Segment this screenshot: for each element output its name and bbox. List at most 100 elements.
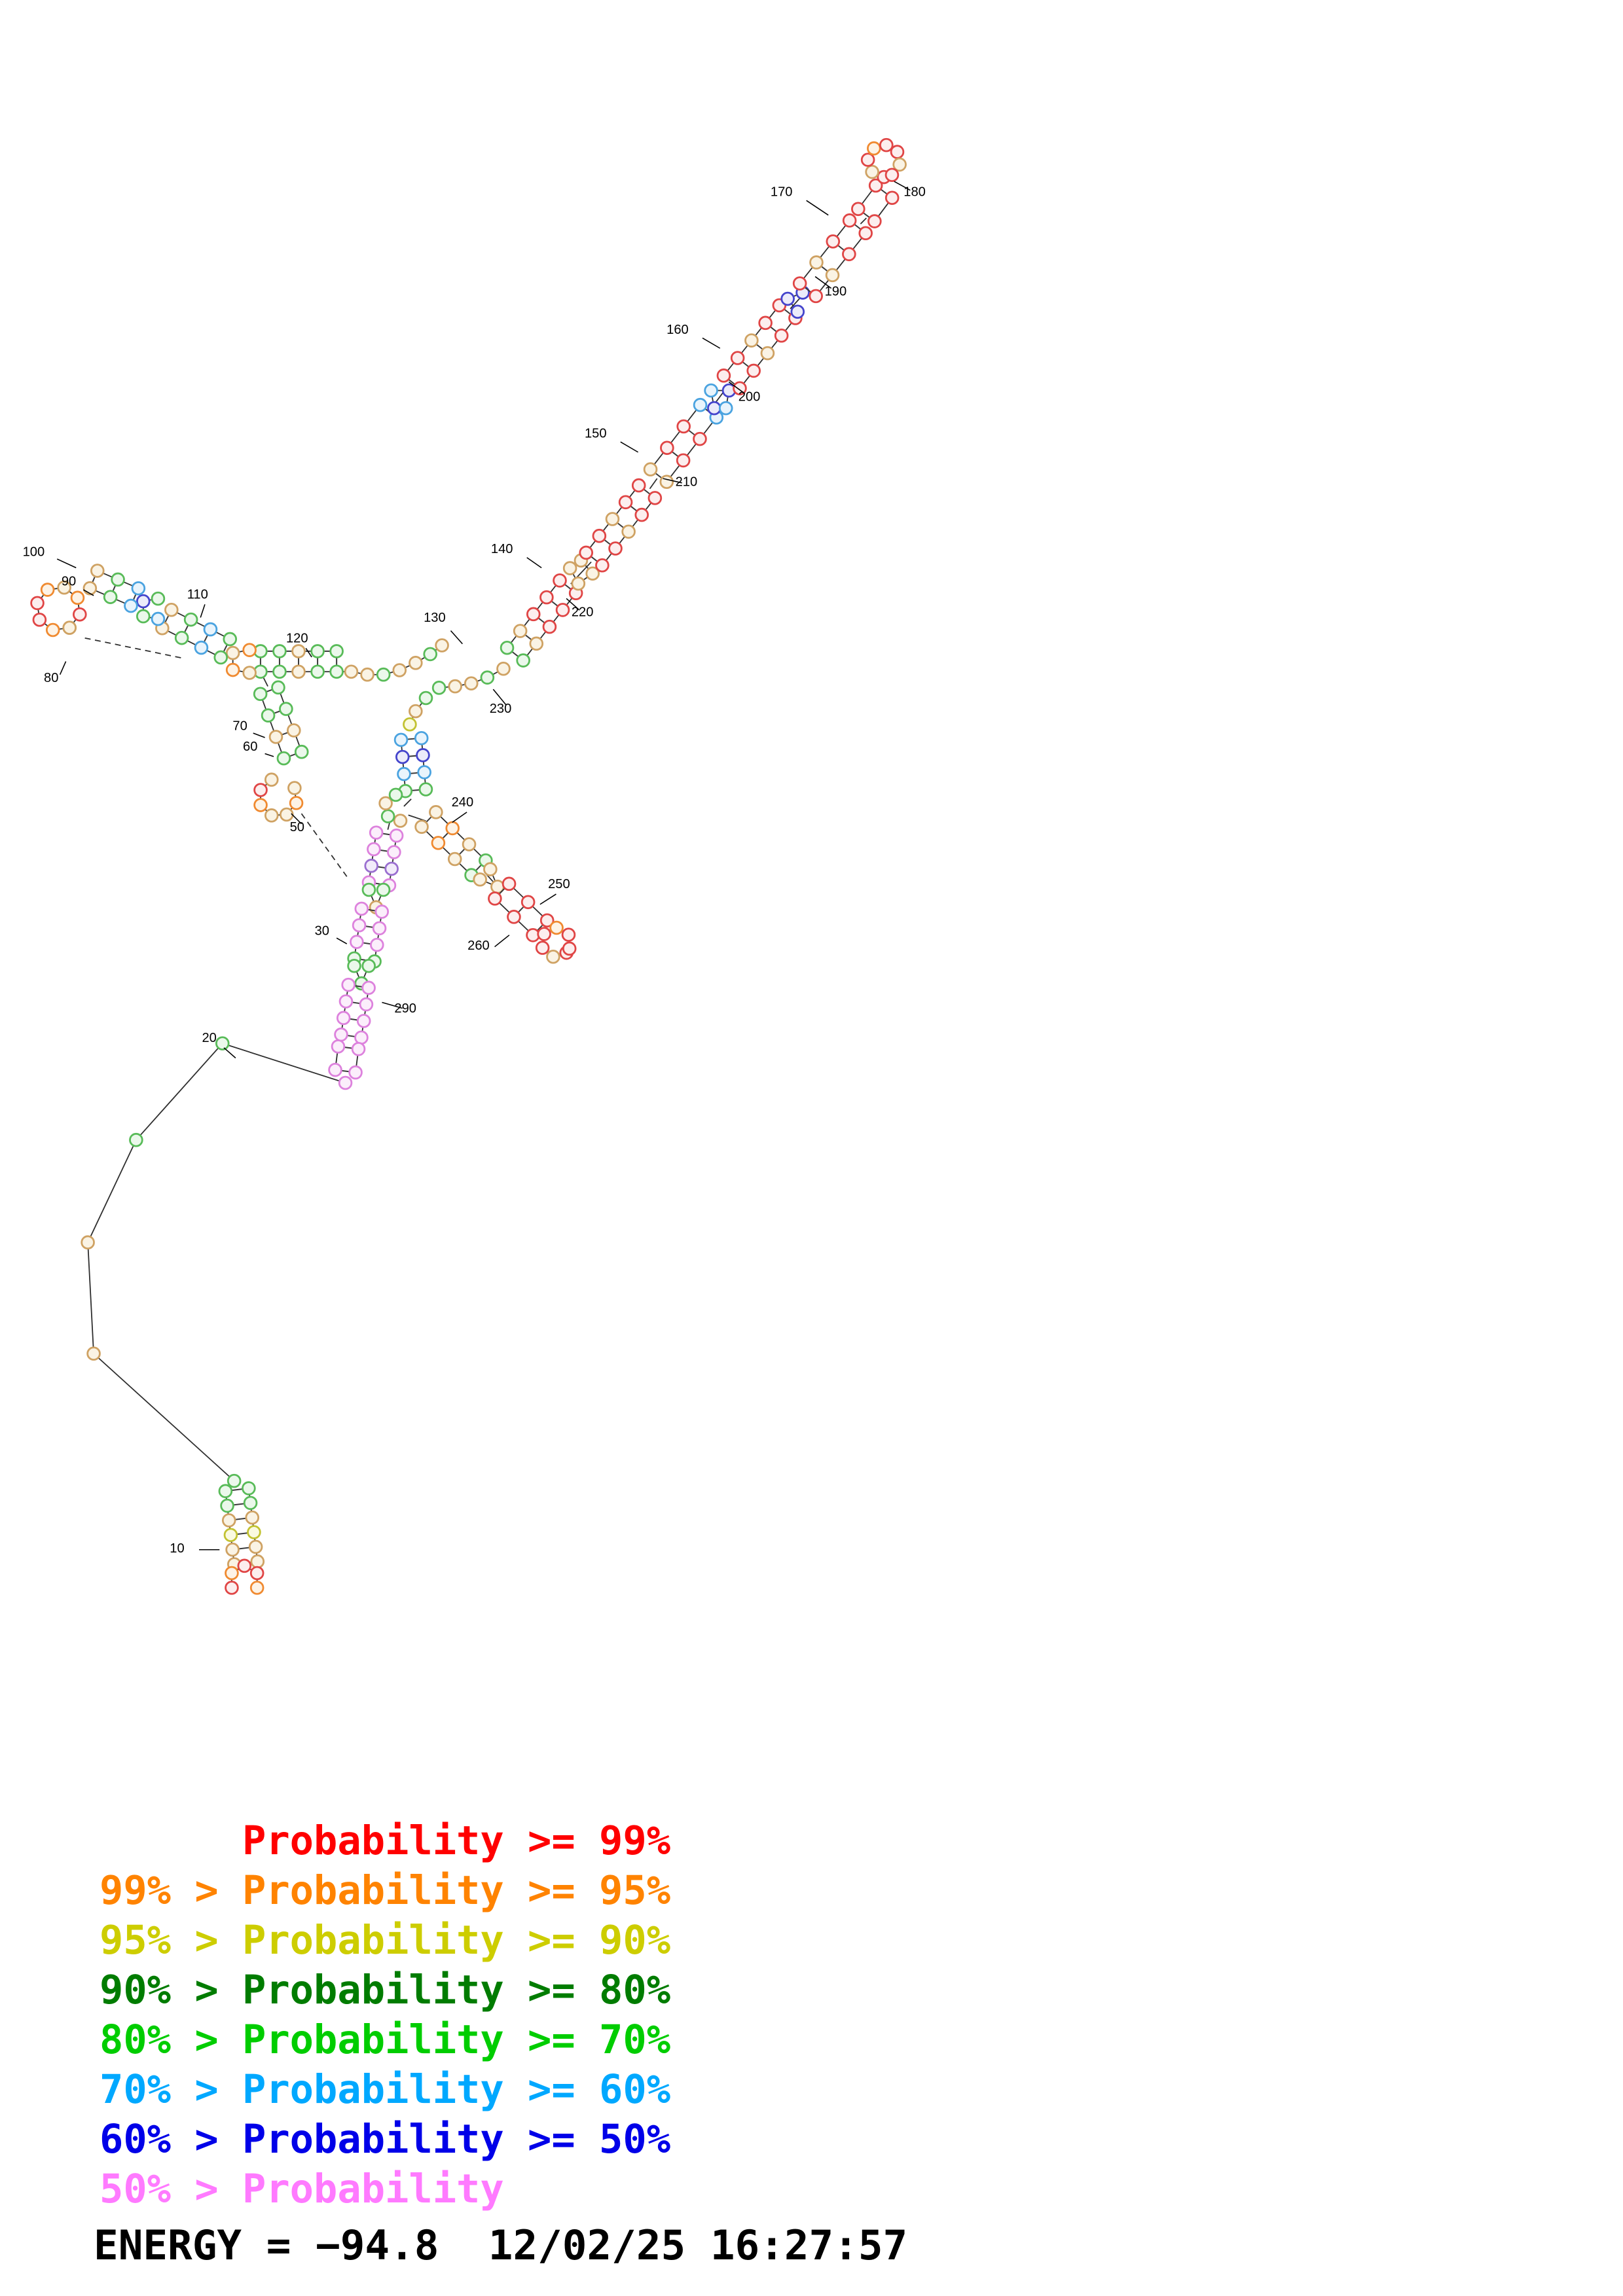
nucleotide-dot xyxy=(86,1346,101,1361)
label-tick xyxy=(59,661,67,675)
nucleotide-dot xyxy=(513,624,528,638)
legend-item: 95% > Probability >= 90% xyxy=(100,1918,670,1964)
nucleotide-dot xyxy=(388,787,403,802)
nucleotide-dot xyxy=(250,1554,265,1569)
position-label: 210 xyxy=(676,475,698,489)
nucleotide-dot xyxy=(539,913,555,928)
nucleotide-dot xyxy=(579,545,594,560)
nucleotide-dot xyxy=(213,650,228,665)
nucleotide-dot xyxy=(676,419,691,434)
nucleotide-dot xyxy=(409,656,423,670)
nucleotide-dot xyxy=(203,622,218,637)
nucleotide-dot xyxy=(562,941,577,956)
nucleotide-dot xyxy=(378,796,393,811)
nucleotide-dot xyxy=(860,152,875,167)
backbone-line xyxy=(232,649,250,673)
nucleotide-dot xyxy=(249,1566,264,1581)
nucleotide-dot xyxy=(242,643,257,657)
backbone-line xyxy=(84,637,185,659)
nucleotide-dot xyxy=(389,828,404,843)
nucleotide-dot xyxy=(526,607,541,622)
nucleotide-dot xyxy=(287,723,301,738)
nucleotide-dot xyxy=(392,663,407,677)
nucleotide-dot xyxy=(403,717,417,732)
position-label: 100 xyxy=(23,545,45,560)
nucleotide-dot xyxy=(660,440,674,456)
nucleotide-dot xyxy=(555,603,570,617)
nucleotide-dot xyxy=(129,1132,143,1147)
backbone-line xyxy=(666,417,717,482)
position-label: 50 xyxy=(290,820,304,834)
label-tick xyxy=(539,893,556,905)
label-tick xyxy=(56,558,77,569)
backbone-line xyxy=(388,835,397,886)
nucleotide-dot xyxy=(310,644,325,658)
nucleotide-dot xyxy=(73,607,87,622)
nucleotide-dot xyxy=(809,255,824,270)
nucleotide-dot xyxy=(643,462,658,476)
backbone-line xyxy=(799,220,850,284)
nucleotide-dot xyxy=(884,168,900,183)
nucleotide-dot xyxy=(418,782,433,797)
nucleotide-dot xyxy=(376,667,391,682)
label-tick xyxy=(526,557,542,569)
position-label: 220 xyxy=(572,605,594,619)
legend-item: 80% > Probability >= 70% xyxy=(100,2017,670,2063)
position-label: 250 xyxy=(548,877,570,891)
nucleotide-dot xyxy=(243,1496,258,1511)
backbone-line xyxy=(860,217,867,224)
nucleotide-dot xyxy=(164,602,179,617)
backbone-line xyxy=(361,988,370,1038)
nucleotide-dot xyxy=(225,1566,239,1581)
nucleotide-dot xyxy=(858,226,873,241)
nucleotide-dot xyxy=(328,1062,342,1077)
nucleotide-dot xyxy=(758,315,773,331)
nucleotide-dot xyxy=(537,927,551,941)
nucleotide-dot xyxy=(516,653,530,668)
nucleotide-dot xyxy=(393,814,408,828)
nucleotide-dot xyxy=(225,1542,240,1557)
nucleotide-dot xyxy=(271,680,285,695)
nucleotide-dot xyxy=(336,1011,351,1026)
nucleotide-dot xyxy=(374,905,390,919)
nucleotide-dot xyxy=(264,772,279,787)
nucleotide-dot xyxy=(529,636,544,651)
nucleotide-dot xyxy=(194,640,209,655)
label-tick xyxy=(452,812,467,823)
label-tick xyxy=(223,1047,236,1059)
nucleotide-dot xyxy=(621,524,636,539)
nucleotide-dot xyxy=(716,368,731,383)
nucleotide-dot xyxy=(279,807,294,822)
nucleotide-dot xyxy=(294,744,309,759)
energy-line: ENERGY = −94.8 12/02/25 16:27:57 xyxy=(94,2221,907,2269)
nucleotide-dot xyxy=(416,748,430,762)
nucleotide-dot xyxy=(562,561,577,575)
nucleotide-dot xyxy=(372,921,387,936)
nucleotide-dot xyxy=(136,609,151,624)
nucleotide-dot xyxy=(361,958,376,973)
nucleotide-dot xyxy=(131,581,146,596)
nucleotide-dot xyxy=(360,667,374,682)
nucleotide-dot xyxy=(329,644,344,658)
position-label: 80 xyxy=(44,671,58,685)
nucleotide-dot xyxy=(361,882,376,897)
nucleotide-dot xyxy=(329,664,344,679)
position-label: 120 xyxy=(286,632,308,646)
nucleotide-dot xyxy=(338,1075,353,1090)
nucleotide-dot xyxy=(351,1041,366,1056)
nucleotide-dot xyxy=(347,958,361,973)
nucleotide-dot xyxy=(111,572,125,587)
nucleotide-dot xyxy=(792,276,807,291)
nucleotide-dot xyxy=(693,431,707,446)
nucleotide-dot xyxy=(249,1581,264,1595)
nucleotide-dot xyxy=(647,491,663,505)
nucleotide-dot xyxy=(81,1235,95,1249)
position-label: 150 xyxy=(585,427,607,441)
nucleotide-dot xyxy=(384,861,399,876)
nucleotide-dot xyxy=(507,910,521,924)
position-label: 70 xyxy=(232,719,247,734)
nucleotide-dot xyxy=(367,842,381,857)
position-label: 230 xyxy=(490,702,512,716)
